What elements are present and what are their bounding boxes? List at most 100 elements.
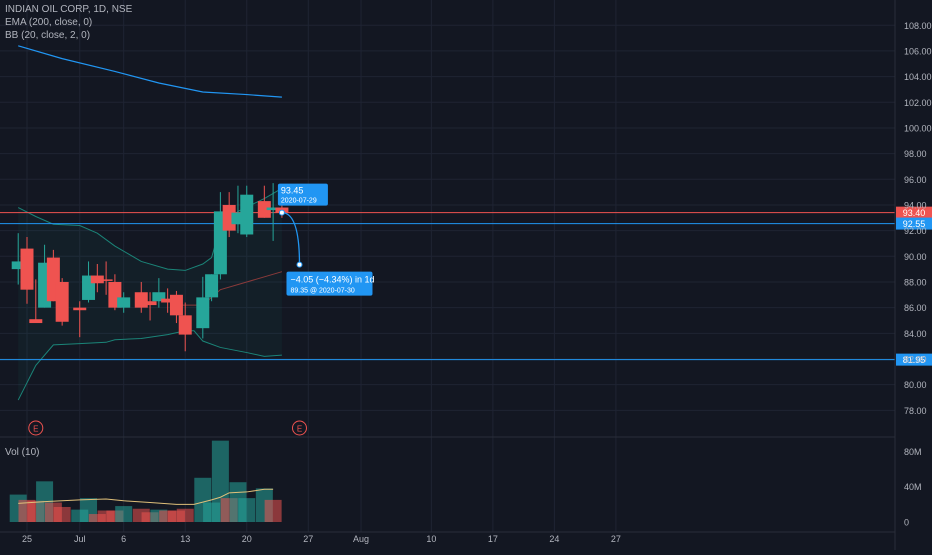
ema-legend[interactable]: EMA (200, close, 0): [5, 17, 93, 28]
price-tick-label: 78.00: [904, 406, 927, 416]
volume-tick-label: 0: [904, 518, 909, 528]
volume-bar: [53, 506, 71, 522]
candle[interactable]: [55, 278, 69, 326]
time-tick-label: 25: [22, 534, 32, 544]
candle[interactable]: [222, 192, 236, 238]
time-tick-label: 27: [303, 534, 313, 544]
candle[interactable]: [178, 302, 192, 352]
price-tick-label: 106.00: [904, 46, 932, 56]
candle-body: [152, 292, 166, 302]
price-label-text: 92.55: [903, 219, 926, 229]
volume-bar: [88, 514, 106, 522]
candle-body: [99, 279, 113, 281]
candle-body: [196, 297, 210, 329]
bb-lower-line: [17, 330, 282, 401]
candle[interactable]: [29, 279, 43, 324]
candle-body: [257, 201, 271, 218]
start-tag-box[interactable]: [277, 183, 328, 206]
price-label-text: 93.40: [903, 208, 926, 218]
candle-body: [205, 274, 219, 298]
earnings-marker[interactable]: E: [291, 420, 307, 436]
candle-body: [134, 292, 148, 308]
end-tag-box[interactable]: [286, 271, 373, 296]
candle[interactable]: [240, 185, 254, 238]
range-start-point[interactable]: [278, 209, 285, 216]
price-range-annotation[interactable]: 93.45 2020-07-29 −4.05 (−4.34%) in 1d 89.35…: [277, 183, 375, 296]
candle[interactable]: [90, 264, 104, 293]
end-tag-change: −4.05 (−4.34%) in 1d: [290, 275, 374, 285]
price-tick-label: 82.00: [904, 354, 927, 364]
volume-bar: [141, 512, 159, 522]
candle-body: [29, 319, 43, 324]
price-tick-label: 90.00: [904, 252, 927, 262]
candle[interactable]: [73, 301, 87, 338]
candle[interactable]: [231, 185, 245, 234]
candle[interactable]: [99, 261, 113, 295]
volume-bar: [167, 510, 185, 522]
candle-body: [178, 315, 192, 335]
end-tag-detail: 89.35 @ 2020-07-30: [290, 288, 354, 295]
price-tick-label: 86.00: [904, 303, 927, 313]
price-label-tag: [896, 217, 932, 230]
volume-ma-line: [18, 488, 274, 505]
price-tick-label: 88.00: [904, 277, 927, 287]
time-tick-label: 13: [180, 534, 190, 544]
candle[interactable]: [20, 237, 34, 304]
time-tick-label: 20: [242, 534, 252, 544]
candle-body: [117, 297, 131, 308]
earnings-icon: [291, 420, 307, 436]
volume-tick-label: 80M: [904, 447, 922, 457]
earnings-marker[interactable]: E: [28, 420, 44, 436]
volume-bar: [238, 498, 256, 522]
time-tick-label: 24: [549, 534, 559, 544]
volume-bar: [264, 499, 282, 522]
earnings-label: E: [33, 425, 38, 434]
candles[interactable]: [11, 183, 289, 352]
candle[interactable]: [152, 278, 166, 308]
candle-body: [55, 281, 69, 322]
candle[interactable]: [257, 185, 271, 218]
bb-legend[interactable]: BB (20, close, 2, 0): [5, 30, 91, 41]
volume-bar: [115, 506, 133, 522]
candle-body: [240, 194, 254, 235]
candle[interactable]: [266, 183, 280, 241]
candle[interactable]: [196, 276, 210, 339]
price-tick-label: 80.00: [904, 380, 927, 390]
candle[interactable]: [117, 292, 131, 313]
symbol-legend[interactable]: INDIAN OIL CORP, 1D, NSE: [5, 4, 133, 15]
volume-bar: [176, 508, 194, 522]
candle[interactable]: [161, 288, 175, 313]
time-tick-label: 6: [121, 534, 126, 544]
candle-body: [143, 301, 157, 306]
price-label-tag: [896, 353, 932, 366]
price-label-text: 81.95: [903, 355, 926, 365]
time-tick-label: Aug: [353, 534, 369, 544]
price-tick-label: 94.00: [904, 200, 927, 210]
ema-200-line: [18, 45, 282, 98]
time-tick-label: 10: [426, 534, 436, 544]
price-tick-label: 104.00: [904, 72, 932, 82]
candle[interactable]: [205, 274, 219, 302]
volume-bars: [9, 440, 282, 522]
volume-bar: [97, 510, 115, 522]
candle[interactable]: [143, 292, 157, 321]
volume-bar: [159, 510, 177, 522]
candle-body: [11, 261, 25, 270]
time-tick-label: 17: [488, 534, 498, 544]
price-tick-label: 108.00: [904, 21, 932, 31]
range-end-point[interactable]: [296, 261, 303, 268]
volume-legend[interactable]: Vol (10): [5, 447, 40, 458]
volume-tick-label: 40M: [904, 482, 922, 492]
price-tick-label: 100.00: [904, 123, 932, 133]
start-tag-price: 93.45: [281, 186, 304, 196]
candle[interactable]: [11, 233, 25, 285]
candle-body: [169, 294, 183, 316]
price-tick-label: 84.00: [904, 329, 927, 339]
candle[interactable]: [169, 290, 183, 324]
